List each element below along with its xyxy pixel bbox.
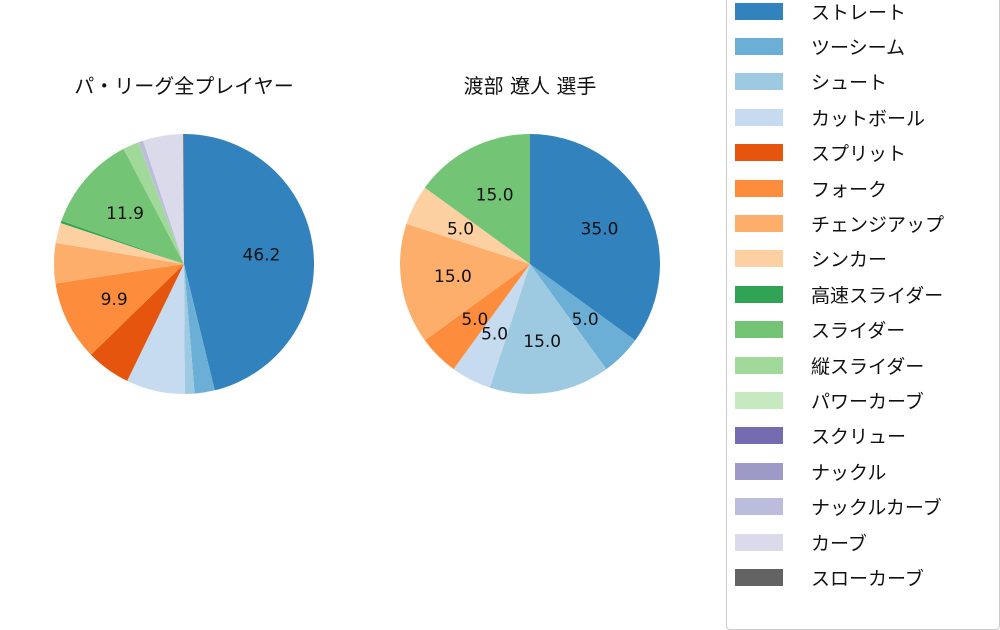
- legend-item: スライダー: [735, 318, 905, 342]
- slice-label: 5.0: [461, 310, 488, 330]
- legend-label: パワーカーブ: [811, 390, 924, 413]
- legend-swatch: [735, 356, 783, 374]
- legend-item: 高速スライダー: [735, 282, 944, 307]
- pie-slice: [424, 264, 530, 370]
- legend-label: ナックル: [811, 461, 887, 484]
- slice-label: 5.0: [572, 310, 599, 330]
- legend-label: ストレート: [811, 1, 907, 24]
- legend-item: カットボール: [735, 105, 926, 130]
- legend-swatch: [735, 533, 783, 551]
- right-chart-title: 渡部 遼人 選手: [463, 74, 597, 98]
- pie-slice: [184, 264, 195, 394]
- legend-swatch: [735, 37, 783, 55]
- legend-label: 高速スライダー: [811, 284, 944, 307]
- pie-slice: [138, 140, 184, 264]
- slice-label: 15.0: [523, 332, 561, 352]
- legend-swatch: [735, 73, 783, 91]
- legend-item: シンカー: [735, 247, 887, 271]
- legend-label: スローカーブ: [811, 567, 924, 590]
- pie-slice: [530, 264, 636, 370]
- pie-slice: [90, 264, 184, 381]
- legend-swatch: [735, 427, 783, 445]
- legend-item: ナックル: [735, 459, 887, 484]
- legend-item: スローカーブ: [735, 565, 924, 590]
- legend-item: ストレート: [735, 0, 907, 24]
- left-chart-title: パ・リーグ全プレイヤー: [74, 74, 294, 98]
- legend-label: スクリュー: [811, 426, 907, 449]
- pie-slice: [55, 223, 184, 264]
- legend-swatch: [735, 108, 783, 126]
- pie-slice: [453, 264, 530, 388]
- legend-item: パワーカーブ: [735, 388, 924, 413]
- pie-slice: [399, 223, 530, 341]
- pie-slice: [530, 134, 660, 341]
- legend: ストレートツーシームシュートカットボール スプリットフォークチェンジアップ シンカー…: [726, 0, 1000, 630]
- slice-label: 5.0: [447, 220, 474, 240]
- pie-slice: [406, 187, 530, 264]
- legend-label: ナックルカーブ: [811, 497, 942, 520]
- legend-item: シュート: [735, 70, 887, 94]
- legend-label: カットボール: [811, 107, 926, 130]
- legend-item: チェンジアップ: [735, 211, 945, 236]
- legend-label: チェンジアップ: [811, 213, 945, 236]
- pie-slice: [53, 242, 184, 284]
- pie-slice: [61, 148, 184, 264]
- slice-label: 15.0: [434, 267, 472, 287]
- legend-swatch: [735, 321, 783, 339]
- legend-swatch: [735, 462, 783, 480]
- pie-slice: [424, 134, 530, 264]
- pie-slice: [183, 134, 184, 264]
- slice-label: 11.9: [106, 204, 144, 224]
- legend-item: スプリット: [735, 141, 906, 165]
- pie-slice: [143, 134, 184, 264]
- legend-swatch: [735, 179, 783, 197]
- pie-slice: [489, 264, 607, 395]
- slice-label: 15.0: [476, 186, 514, 206]
- slice-label: 5.0: [481, 324, 508, 344]
- legend-swatch: [735, 391, 783, 409]
- legend-item: 縦スライダー: [735, 353, 925, 378]
- legend-label: フォーク: [811, 178, 888, 201]
- legend-item: スクリュー: [735, 424, 906, 448]
- legend-label: シンカー: [811, 249, 888, 272]
- pie-slice: [123, 142, 184, 264]
- pie-slice: [184, 134, 315, 391]
- legend-item: フォーク: [735, 176, 888, 201]
- pie-charts: 46.29.911.935.05.015.05.05.015.05.015.0: [53, 134, 660, 395]
- legend-swatch: [735, 144, 783, 162]
- slice-label: 9.9: [101, 290, 128, 310]
- legend-swatch: [735, 2, 783, 20]
- legend-swatch: [735, 285, 783, 303]
- legend-label: スライダー: [811, 320, 906, 343]
- legend-label: ツーシーム: [811, 36, 906, 59]
- legend-label: シュート: [811, 72, 888, 95]
- legend-label: カーブ: [811, 532, 867, 555]
- legend-item: ナックルカーブ: [735, 495, 942, 519]
- legend-swatch: [735, 214, 783, 232]
- legend-label: スプリット: [811, 143, 907, 166]
- pie-slice: [60, 220, 184, 264]
- pie-slice: [55, 264, 184, 355]
- legend-item: カーブ: [735, 530, 867, 555]
- legend-label: 縦スライダー: [811, 355, 925, 378]
- legend-swatch: [735, 498, 783, 516]
- legend-swatch: [735, 568, 783, 586]
- legend-swatch: [735, 250, 783, 268]
- pie-slice: [127, 264, 185, 395]
- slice-label: 35.0: [581, 220, 619, 240]
- legend-item: ツーシーム: [735, 34, 906, 59]
- pie-slice: [184, 264, 215, 394]
- slice-label: 46.2: [243, 246, 281, 266]
